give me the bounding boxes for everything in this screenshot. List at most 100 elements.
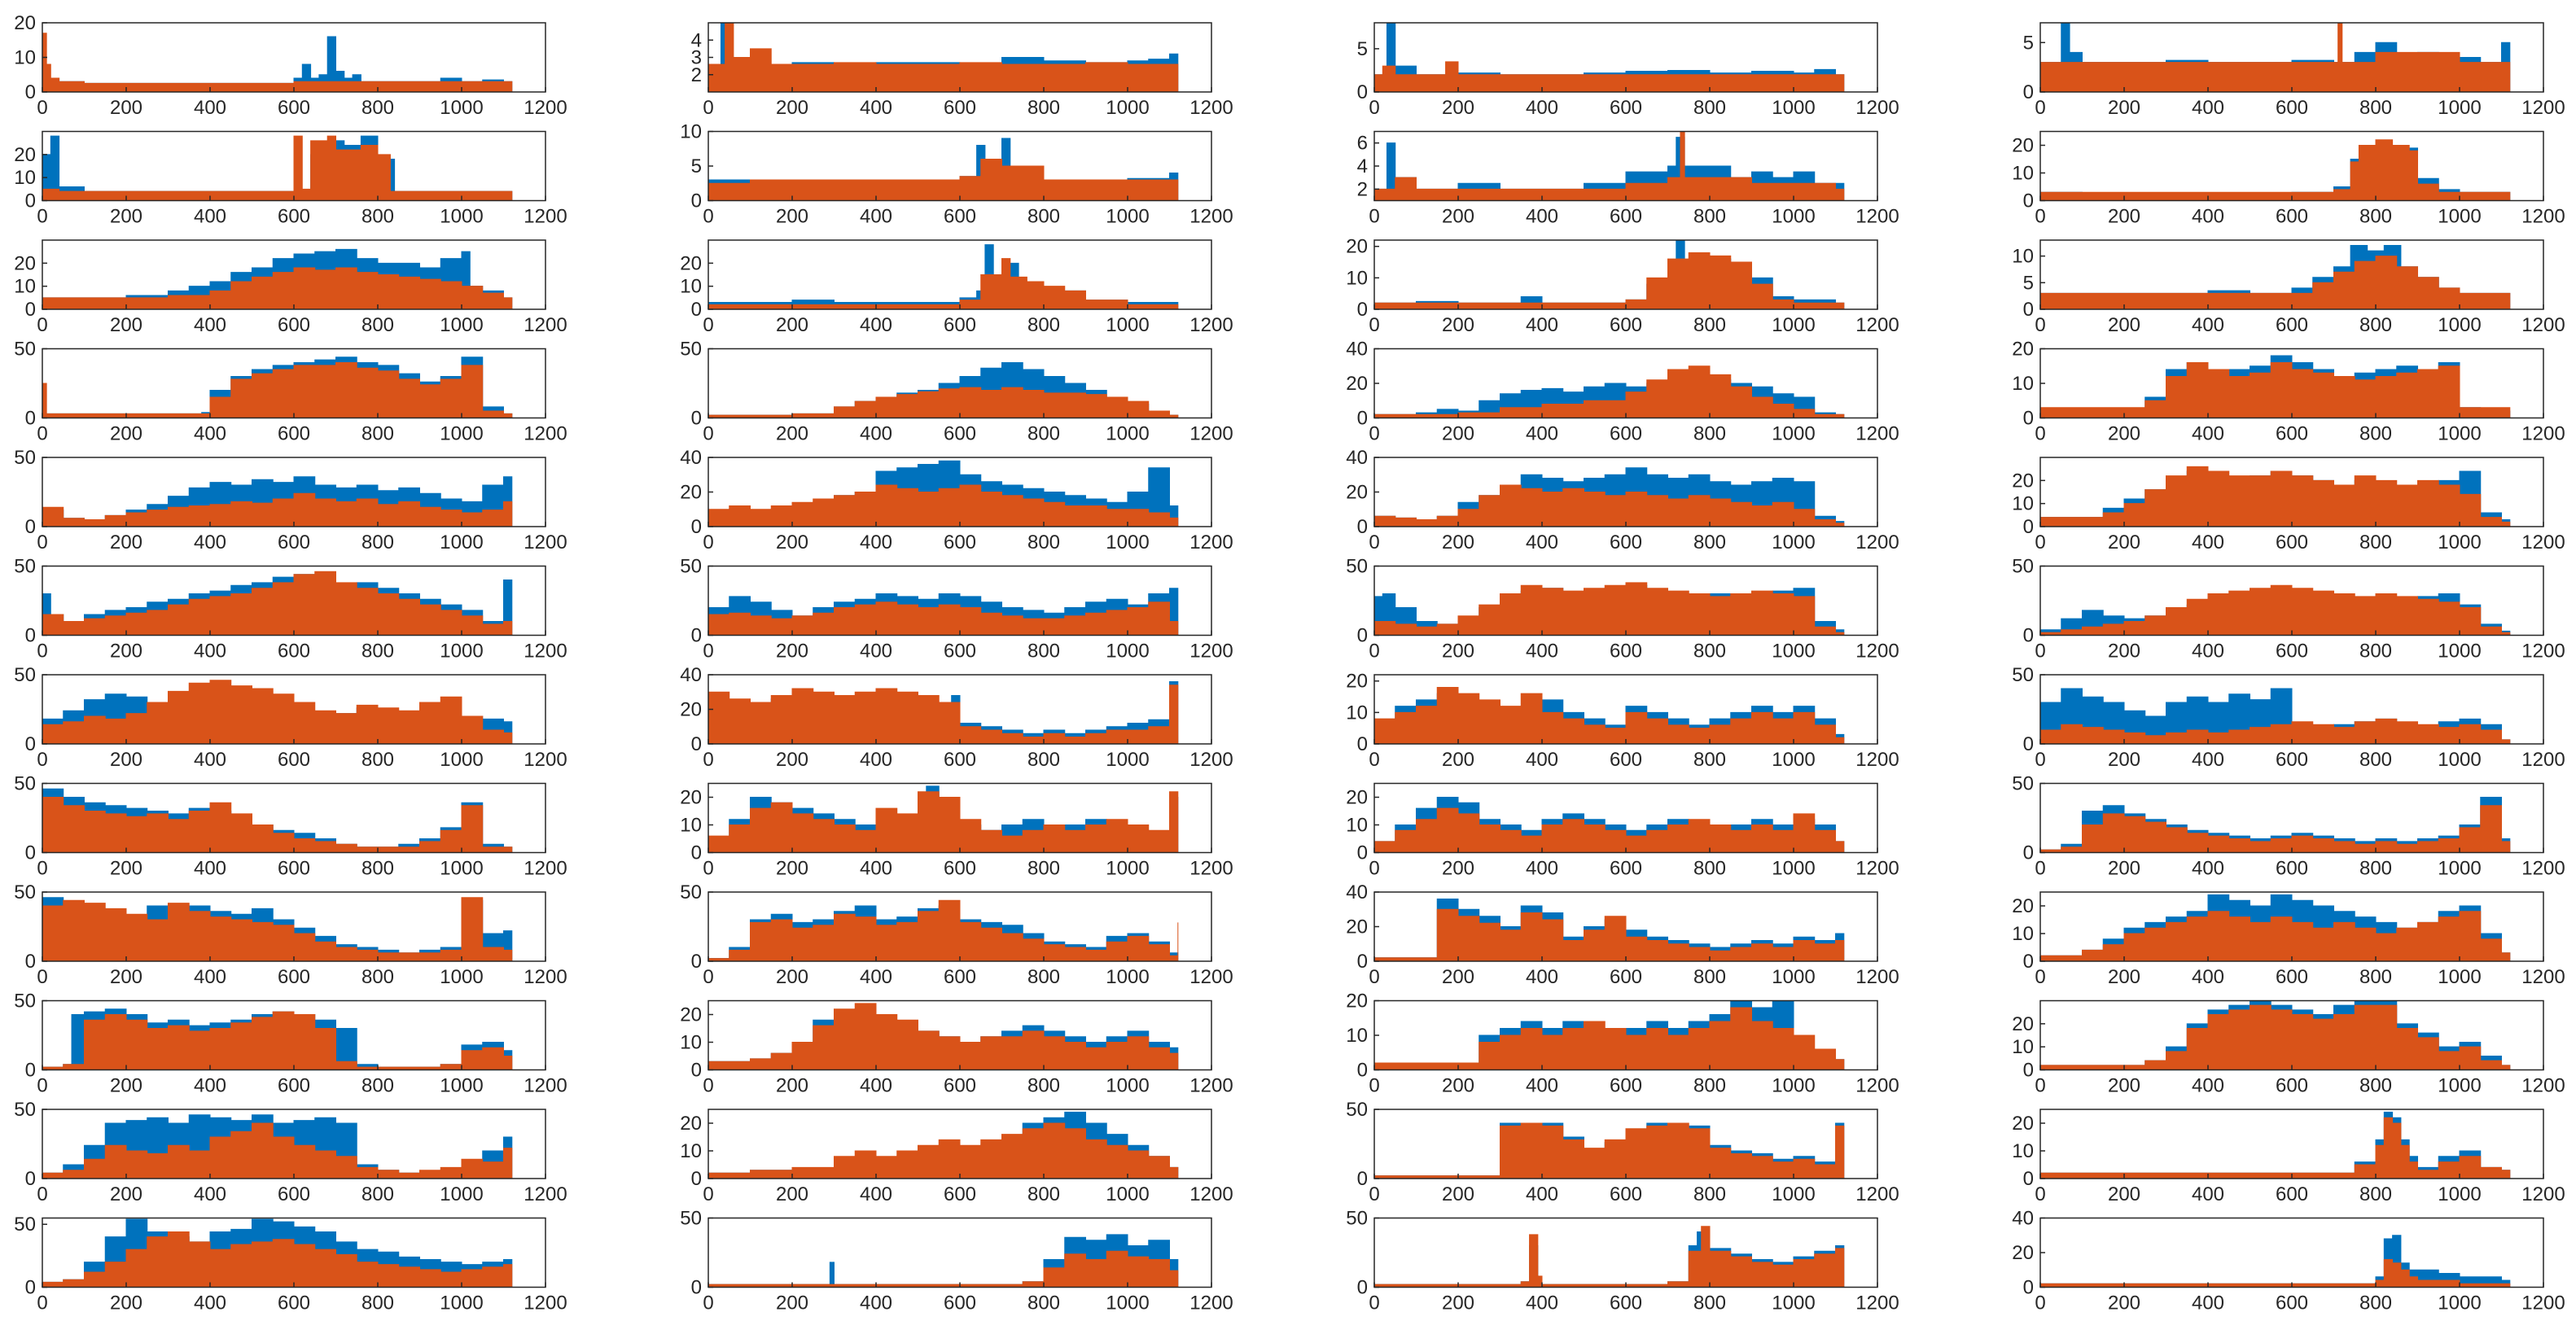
y-tick-label: 0: [1357, 625, 1368, 647]
x-tick-label: 800: [1693, 749, 1726, 771]
x-tick-label: 600: [278, 1183, 310, 1205]
series-orange-bars: [2040, 584, 2511, 636]
subplot-r8-c1: 0 200 400 600 800 1000 1200 0 50: [14, 773, 567, 880]
subplot-r6-c2: 0 200 400 600 800 1000 1200 0 50: [680, 556, 1233, 663]
y-tick-label: 20: [1346, 482, 1368, 504]
x-tick-label: 400: [1526, 641, 1558, 663]
x-tick-label: 0: [703, 97, 713, 119]
y-tick-label: 0: [2023, 842, 2034, 864]
plot-area: [708, 1234, 1179, 1288]
x-tick-label: 0: [703, 1075, 713, 1097]
plot-area: [42, 680, 513, 744]
x-tick-label: 200: [2108, 206, 2140, 228]
x-tick-label: 600: [1610, 314, 1642, 336]
x-tick-label: 1000: [1106, 641, 1149, 663]
subplot-r11-c3: 0 200 400 600 800 1000 1200 0 50: [1346, 1099, 1899, 1205]
x-tick-label: 800: [1693, 206, 1726, 228]
x-tick-label: 0: [37, 1183, 47, 1205]
x-tick-label: 800: [1693, 1183, 1726, 1205]
x-tick-label: 400: [1526, 314, 1558, 336]
x-tick-label: 400: [2192, 314, 2224, 336]
x-tick-label: 200: [2108, 1183, 2140, 1205]
y-tick-label: 10: [1346, 1025, 1368, 1047]
x-tick-label: 200: [110, 314, 142, 336]
x-tick-label: 0: [2035, 97, 2045, 119]
plot-area: [708, 244, 1179, 309]
x-tick-label: 600: [2276, 1292, 2308, 1314]
x-tick-label: 0: [703, 1292, 713, 1314]
y-tick-label: 0: [1357, 299, 1368, 321]
x-tick-label: 400: [2192, 1292, 2224, 1314]
x-tick-label: 200: [776, 206, 808, 228]
x-tick-label: 800: [1027, 749, 1060, 771]
x-tick-label: 1200: [1189, 641, 1233, 663]
subplot-r4-c4: 0 200 400 600 800 1000 1200 0 10 20: [2012, 339, 2565, 445]
x-tick-label: 1000: [440, 531, 483, 553]
subplot-r7-c4: 0 200 400 600 800 1000 1200 0 50: [2012, 664, 2565, 771]
y-tick-label: 50: [14, 881, 36, 903]
x-tick-label: 800: [1027, 641, 1060, 663]
y-tick-label: 0: [1357, 733, 1368, 755]
x-tick-label: 1200: [524, 749, 567, 771]
x-tick-label: 0: [37, 423, 47, 445]
plot-area: [2040, 245, 2511, 309]
series-orange-bars: [1374, 1122, 1845, 1179]
x-tick-label: 0: [703, 206, 713, 228]
plot-area: [1374, 1226, 1845, 1288]
plot-area: [2040, 584, 2511, 636]
plot-area: [708, 899, 1179, 961]
x-tick-label: 200: [1442, 206, 1474, 228]
plot-area: [42, 33, 513, 92]
x-tick-label: 600: [2276, 1183, 2308, 1205]
y-tick-label: 2: [691, 64, 702, 86]
x-tick-label: 1200: [1855, 966, 1899, 988]
x-tick-label: 400: [2192, 749, 2224, 771]
x-tick-label: 1000: [1772, 531, 1815, 553]
x-tick-label: 1000: [1772, 1183, 1815, 1205]
x-tick-label: 200: [2108, 858, 2140, 880]
y-tick-label: 0: [2023, 299, 2034, 321]
x-tick-label: 1000: [1106, 531, 1149, 553]
x-tick-label: 1200: [524, 1075, 567, 1097]
plot-area: [708, 23, 1179, 92]
x-tick-label: 400: [194, 206, 226, 228]
series-orange-bars: [42, 492, 513, 527]
x-tick-label: 200: [110, 206, 142, 228]
x-tick-label: 0: [37, 97, 47, 119]
x-tick-label: 800: [361, 1183, 394, 1205]
plot-area: [708, 681, 1179, 744]
x-tick-label: 1200: [524, 858, 567, 880]
x-tick-label: 200: [110, 423, 142, 445]
subplot-r6-c1: 0 200 400 600 800 1000 1200 0 50: [14, 556, 567, 663]
series-orange-bars: [2040, 805, 2511, 853]
x-tick-label: 0: [1369, 1075, 1379, 1097]
y-tick-label: 50: [680, 556, 702, 578]
series-orange-bars: [2040, 139, 2511, 201]
x-tick-label: 1000: [440, 206, 483, 228]
x-tick-label: 400: [2192, 641, 2224, 663]
x-tick-label: 800: [1693, 1292, 1726, 1314]
x-tick-label: 0: [37, 858, 47, 880]
plot-area: [2040, 466, 2511, 527]
x-tick-label: 0: [703, 314, 713, 336]
plot-area: [42, 897, 513, 961]
y-tick-label: 0: [25, 1060, 36, 1082]
x-tick-label: 800: [1027, 206, 1060, 228]
y-tick-label: 10: [680, 121, 702, 143]
x-tick-label: 800: [2359, 206, 2392, 228]
x-tick-label: 1200: [524, 206, 567, 228]
x-tick-label: 800: [1693, 97, 1726, 119]
y-tick-label: 50: [14, 556, 36, 578]
subplot-r6-c3: 0 200 400 600 800 1000 1200 0 50: [1346, 556, 1899, 663]
x-tick-label: 1200: [1189, 206, 1233, 228]
x-tick-label: 600: [2276, 641, 2308, 663]
x-tick-label: 0: [703, 531, 713, 553]
plot-area: [42, 1218, 513, 1288]
x-tick-label: 1200: [2521, 749, 2565, 771]
x-tick-label: 0: [1369, 206, 1379, 228]
plot-area: [708, 1003, 1179, 1070]
y-tick-label: 0: [1357, 516, 1368, 538]
x-tick-label: 200: [110, 1075, 142, 1097]
